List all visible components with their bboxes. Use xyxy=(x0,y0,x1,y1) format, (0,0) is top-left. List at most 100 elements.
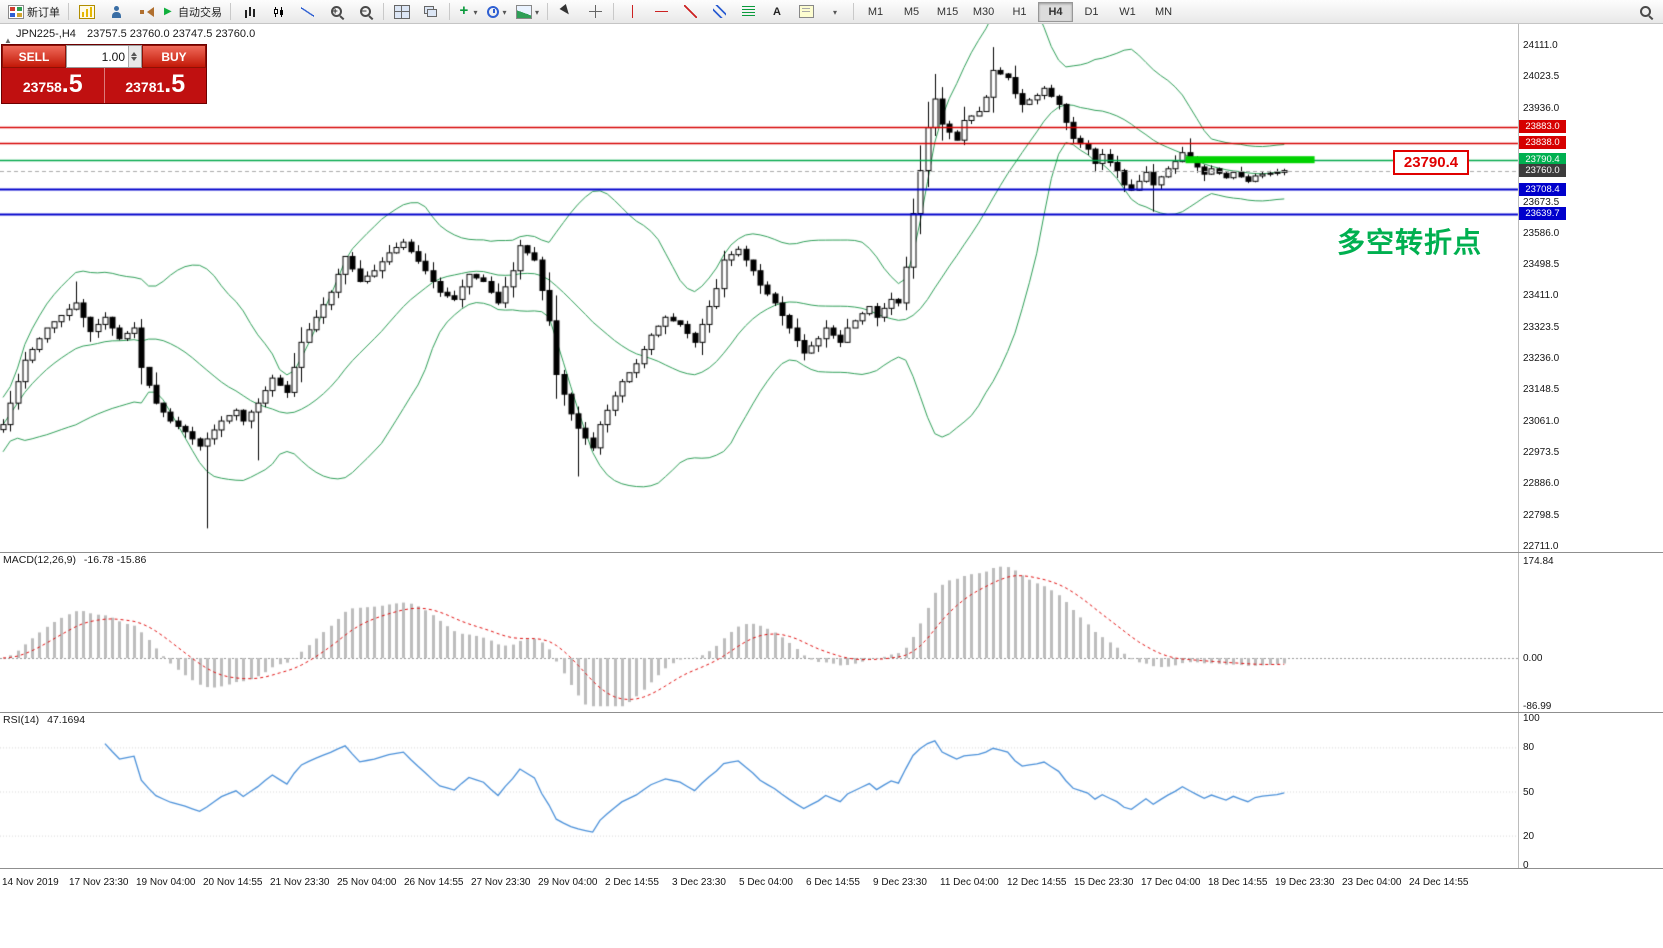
horizontal-line-icon xyxy=(654,7,668,16)
cascade-windows-icon xyxy=(424,5,438,18)
buy-button[interactable]: BUY xyxy=(142,45,206,68)
price-axis-label: 23323.5 xyxy=(1523,321,1560,333)
price-axis-label: 22711.0 xyxy=(1523,540,1559,552)
zoom-in-icon xyxy=(329,5,344,19)
symbol-label: JPN225-,H4 xyxy=(16,28,76,40)
price-axis-label: 23411.0 xyxy=(1523,290,1559,302)
volume-up-button[interactable] xyxy=(128,46,141,57)
pane-divider-macd[interactable] xyxy=(0,552,1663,553)
volume-value[interactable]: 1.00 xyxy=(101,50,125,64)
text-label-icon xyxy=(798,5,814,18)
date-axis-label: 20 Nov 14:55 xyxy=(203,877,263,888)
tile-windows-icon xyxy=(394,4,410,19)
community-button[interactable] xyxy=(102,1,130,23)
date-axis-label: 6 Dec 14:55 xyxy=(806,877,860,888)
pane-divider-bottom[interactable] xyxy=(0,868,1663,869)
candlestick-chart-button[interactable] xyxy=(264,1,292,23)
timeframe-button-W1[interactable]: W1 xyxy=(1119,5,1136,18)
date-axis-label: 18 Dec 14:55 xyxy=(1208,877,1268,888)
date-axis-label: 21 Nov 23:30 xyxy=(270,877,330,888)
price-callout-label[interactable]: 23790.4 xyxy=(1393,150,1469,175)
cursor-button[interactable] xyxy=(552,1,580,23)
buy-price-main: 23781 xyxy=(125,79,165,95)
timeframe-button-M30[interactable]: M30 xyxy=(972,5,995,18)
horizontal-line-button[interactable] xyxy=(647,1,675,23)
sell-price-pips: .5 xyxy=(61,70,83,98)
line-chart-button[interactable] xyxy=(293,1,321,23)
rsi-axis-label: 80 xyxy=(1523,742,1535,754)
price-axis-label: 23498.5 xyxy=(1523,259,1560,271)
pane-divider-rsi[interactable] xyxy=(0,712,1663,713)
price-axis-label: 23936.0 xyxy=(1523,102,1560,114)
zoom-out-icon xyxy=(358,5,373,19)
macd-label: MACD(12,26,9) xyxy=(3,554,76,566)
tile-windows-button[interactable] xyxy=(388,1,416,23)
macd-axis-label: -86.99 xyxy=(1523,701,1552,713)
search-icon xyxy=(1638,5,1653,19)
turning-point-annotation[interactable]: 多空转折点 xyxy=(1337,227,1483,258)
text-tool-button[interactable]: A xyxy=(763,1,791,23)
autotrading-button[interactable]: 自动交易 xyxy=(160,1,226,23)
dropdown-caret-icon xyxy=(535,6,539,18)
trendline-icon xyxy=(683,5,697,18)
text-label-button[interactable] xyxy=(792,1,820,23)
date-axis-label: 19 Nov 04:00 xyxy=(136,877,196,888)
rsi-label: RSI(14) xyxy=(3,714,40,726)
macd-header: MACD(12,26,9) -16.78 -15.86 xyxy=(3,554,146,566)
dropdown-caret-icon xyxy=(833,6,837,18)
ohlc-values: 23757.5 23760.0 23747.5 23760.0 xyxy=(86,28,256,40)
date-axis-label: 17 Dec 04:00 xyxy=(1141,877,1201,888)
timeframe-button-M5[interactable]: M5 xyxy=(903,5,920,18)
price-axis-label: 23586.0 xyxy=(1523,227,1560,239)
timeframe-button-MN[interactable]: MN xyxy=(1154,5,1173,18)
toolbar-separator xyxy=(68,3,69,20)
person-icon xyxy=(110,5,123,18)
timeframe-button-M1[interactable]: M1 xyxy=(867,5,884,18)
volume-down-button[interactable] xyxy=(128,56,141,67)
indicators-button[interactable] xyxy=(454,1,482,23)
timeframe-button-H4[interactable]: H4 xyxy=(1038,1,1074,22)
search-button[interactable] xyxy=(1631,1,1659,23)
one-click-trading-panel: SELL 1.00 BUY 23758 .5 23781 .5 xyxy=(1,44,207,104)
zoom-out-button[interactable] xyxy=(351,1,379,23)
templates-button[interactable] xyxy=(512,1,543,23)
bar-chart-button[interactable] xyxy=(235,1,263,23)
sell-price[interactable]: 23758 .5 xyxy=(2,68,104,103)
price-tag-23639.7: 23639.7 xyxy=(1519,207,1566,221)
price-axis-label: 23673.5 xyxy=(1523,196,1560,208)
mql-editor-button[interactable] xyxy=(73,1,101,23)
periods-icon xyxy=(487,5,500,18)
news-button[interactable] xyxy=(131,1,159,23)
bar-chart-icon xyxy=(242,5,256,18)
crosshair-button[interactable] xyxy=(581,1,609,23)
buy-price-pips: .5 xyxy=(164,70,186,98)
rsi-axis-label: 20 xyxy=(1523,830,1535,842)
periods-button[interactable] xyxy=(483,1,511,23)
date-axis-label: 11 Dec 04:00 xyxy=(940,877,999,888)
channel-icon xyxy=(712,5,726,18)
fibonacci-button[interactable] xyxy=(734,1,762,23)
shapes-button[interactable] xyxy=(821,1,849,23)
date-axis-label: 23 Dec 04:00 xyxy=(1342,877,1402,888)
date-axis-label: 26 Nov 14:55 xyxy=(404,877,464,888)
sell-button[interactable]: SELL xyxy=(2,45,66,68)
trendline-button[interactable] xyxy=(676,1,704,23)
price-axis-label: 24111.0 xyxy=(1523,40,1558,51)
date-axis-label: 24 Dec 14:55 xyxy=(1409,877,1469,888)
buy-price[interactable]: 23781 .5 xyxy=(103,68,207,103)
rsi-value: 47.1694 xyxy=(47,714,86,726)
channel-button[interactable] xyxy=(705,1,733,23)
price-chart-canvas[interactable] xyxy=(0,24,1663,948)
vertical-line-button[interactable] xyxy=(618,1,646,23)
timeframe-button-D1[interactable]: D1 xyxy=(1084,5,1099,18)
toolbar-separator xyxy=(230,3,231,20)
chart-ohlc-header: JPN225-,H4 23757.5 23760.0 23747.5 23760… xyxy=(16,28,255,40)
volume-spinner[interactable]: 1.00 xyxy=(66,45,142,68)
timeframe-button-M15[interactable]: M15 xyxy=(936,5,959,18)
timeframe-button-H1[interactable]: H1 xyxy=(1012,5,1027,18)
price-axis-label: 23061.0 xyxy=(1523,415,1560,427)
zoom-in-button[interactable] xyxy=(322,1,350,23)
chart-area: JPN225-,H4 23757.5 23760.0 23747.5 23760… xyxy=(0,24,1663,948)
new-order-button[interactable]: 新订单 xyxy=(4,1,64,23)
cascade-windows-button[interactable] xyxy=(417,1,445,23)
